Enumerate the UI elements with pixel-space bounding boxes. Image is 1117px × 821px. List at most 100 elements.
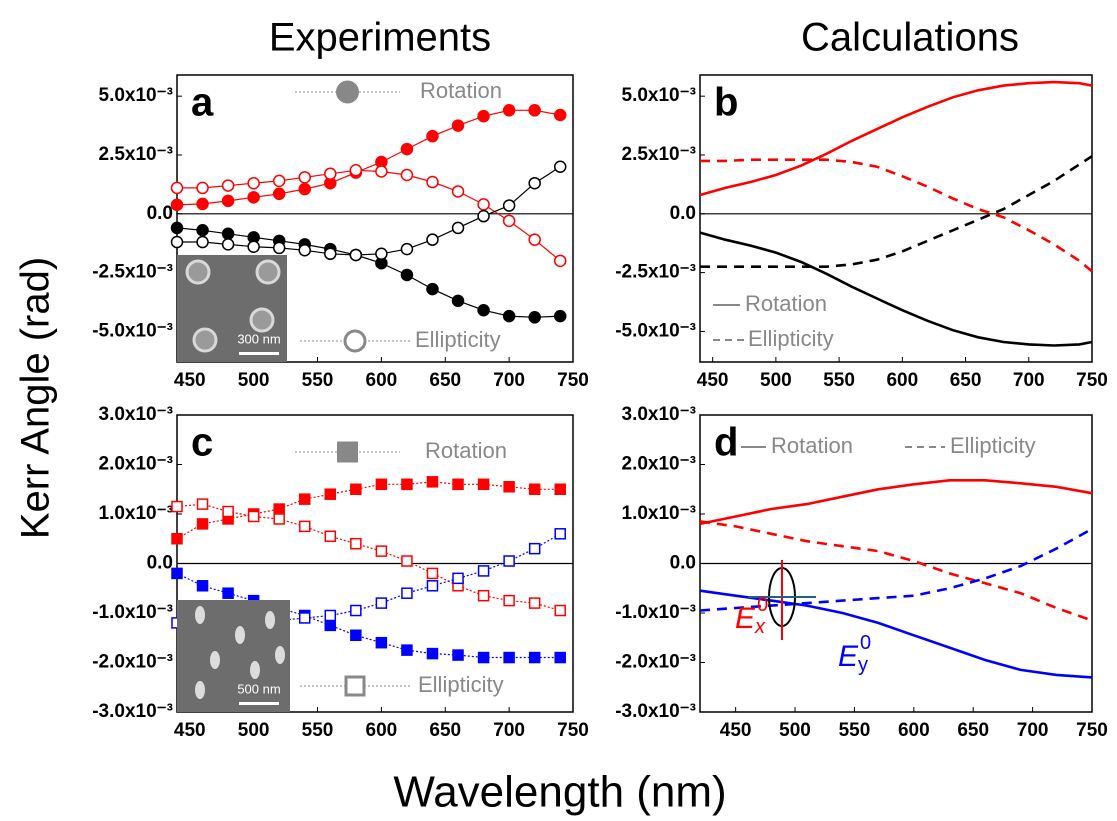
marker [196,197,209,211]
legend-label: Rotation [745,291,827,316]
marker [247,191,260,204]
inset-scale-bar [239,352,279,355]
marker [426,282,439,296]
x-tick-label: 500 [238,370,270,391]
panel-letter: b [714,81,738,125]
marker [477,589,490,602]
marker [451,294,465,308]
series-line [699,231,1093,347]
marker [400,242,414,256]
field-symbol: E [838,640,859,673]
field-label: Ey0 [838,632,871,676]
marker [171,500,183,513]
field-symbol: E [735,602,756,635]
marker [324,609,337,622]
series-line [176,503,561,612]
marker [502,199,516,212]
marker [401,478,413,491]
y-tick-label: 2.5x10⁻³ [622,144,696,165]
marker [503,481,515,493]
column-title: Calculations [801,16,1019,60]
marker [221,238,235,251]
series-line [700,158,1093,273]
marker [400,168,414,182]
marker [222,505,234,518]
y-tick-label: 0.0 [670,203,696,224]
x-tick-label: 500 [779,720,811,741]
inset-particle [250,661,260,679]
x-tick-label: 600 [898,720,930,741]
marker [324,247,337,261]
inset-scale-bar [239,702,279,705]
x-tick-label: 550 [823,370,855,391]
marker [503,555,515,567]
inset-particle [195,606,205,624]
x-tick-label: 600 [366,720,398,741]
inset-scale-label: 300 nm [237,331,280,346]
y-tick-label: -3.0x10⁻³ [92,701,173,722]
marker [221,179,235,192]
y-tick-label: -3.0x10⁻³ [615,701,696,722]
marker [196,498,209,510]
x-tick-label: 500 [760,370,792,391]
marker [170,198,184,212]
marker [222,587,234,599]
marker [477,478,490,491]
marker [400,142,414,156]
x-tick-label: 550 [302,370,334,391]
x-tick-label: 700 [493,370,525,391]
marker [503,594,515,607]
marker [349,164,363,177]
marker [426,580,439,592]
y-tick-label: 0.0 [147,553,173,574]
series-line [699,479,1093,526]
x-tick-label: 750 [557,720,589,741]
column-title: Experiments [269,16,491,60]
marker [298,244,311,257]
marker [298,171,311,184]
marker [196,518,209,530]
marker [221,194,235,208]
panel-letter: c [191,421,213,465]
marker [452,649,464,661]
x-tick-label: 750 [1076,370,1108,391]
legend-label: Ellipticity [415,327,501,352]
x-tick-label: 750 [1076,720,1108,741]
x-tick-label: 600 [886,370,918,391]
inset-particle [275,646,285,664]
legend-label: Rotation [425,438,507,463]
x-tick-label: 550 [839,720,871,741]
marker [375,165,388,178]
panel-letter: d [714,421,738,465]
x-tick-label: 650 [950,370,982,391]
marker [451,119,465,132]
y-tick-label: 1.0x10⁻³ [622,503,696,524]
series-line [176,227,561,318]
legend-label: Ellipticity [950,433,1036,458]
marker [247,510,260,523]
marker [401,587,413,599]
marker [528,651,541,664]
marker [477,109,490,123]
y-tick-label: 1.0x10⁻³ [99,503,173,524]
x-tick-label: 700 [1017,720,1049,741]
marker [554,528,566,540]
x-tick-label: 600 [366,370,398,391]
y-tick-label: -1.0x10⁻³ [92,602,173,623]
marker [426,567,439,580]
marker [375,247,388,261]
x-tick-label: 700 [493,720,525,741]
marker [401,644,413,656]
marker [528,104,541,117]
marker [337,441,358,463]
legend-label: Ellipticity [748,326,834,351]
marker [324,619,337,632]
series-line [176,109,561,206]
marker [272,174,286,188]
marker [170,181,184,195]
x-tick-label: 700 [1013,370,1045,391]
marker [426,129,439,143]
marker [171,567,183,580]
marker [553,309,567,323]
panel-letter: a [191,81,214,125]
